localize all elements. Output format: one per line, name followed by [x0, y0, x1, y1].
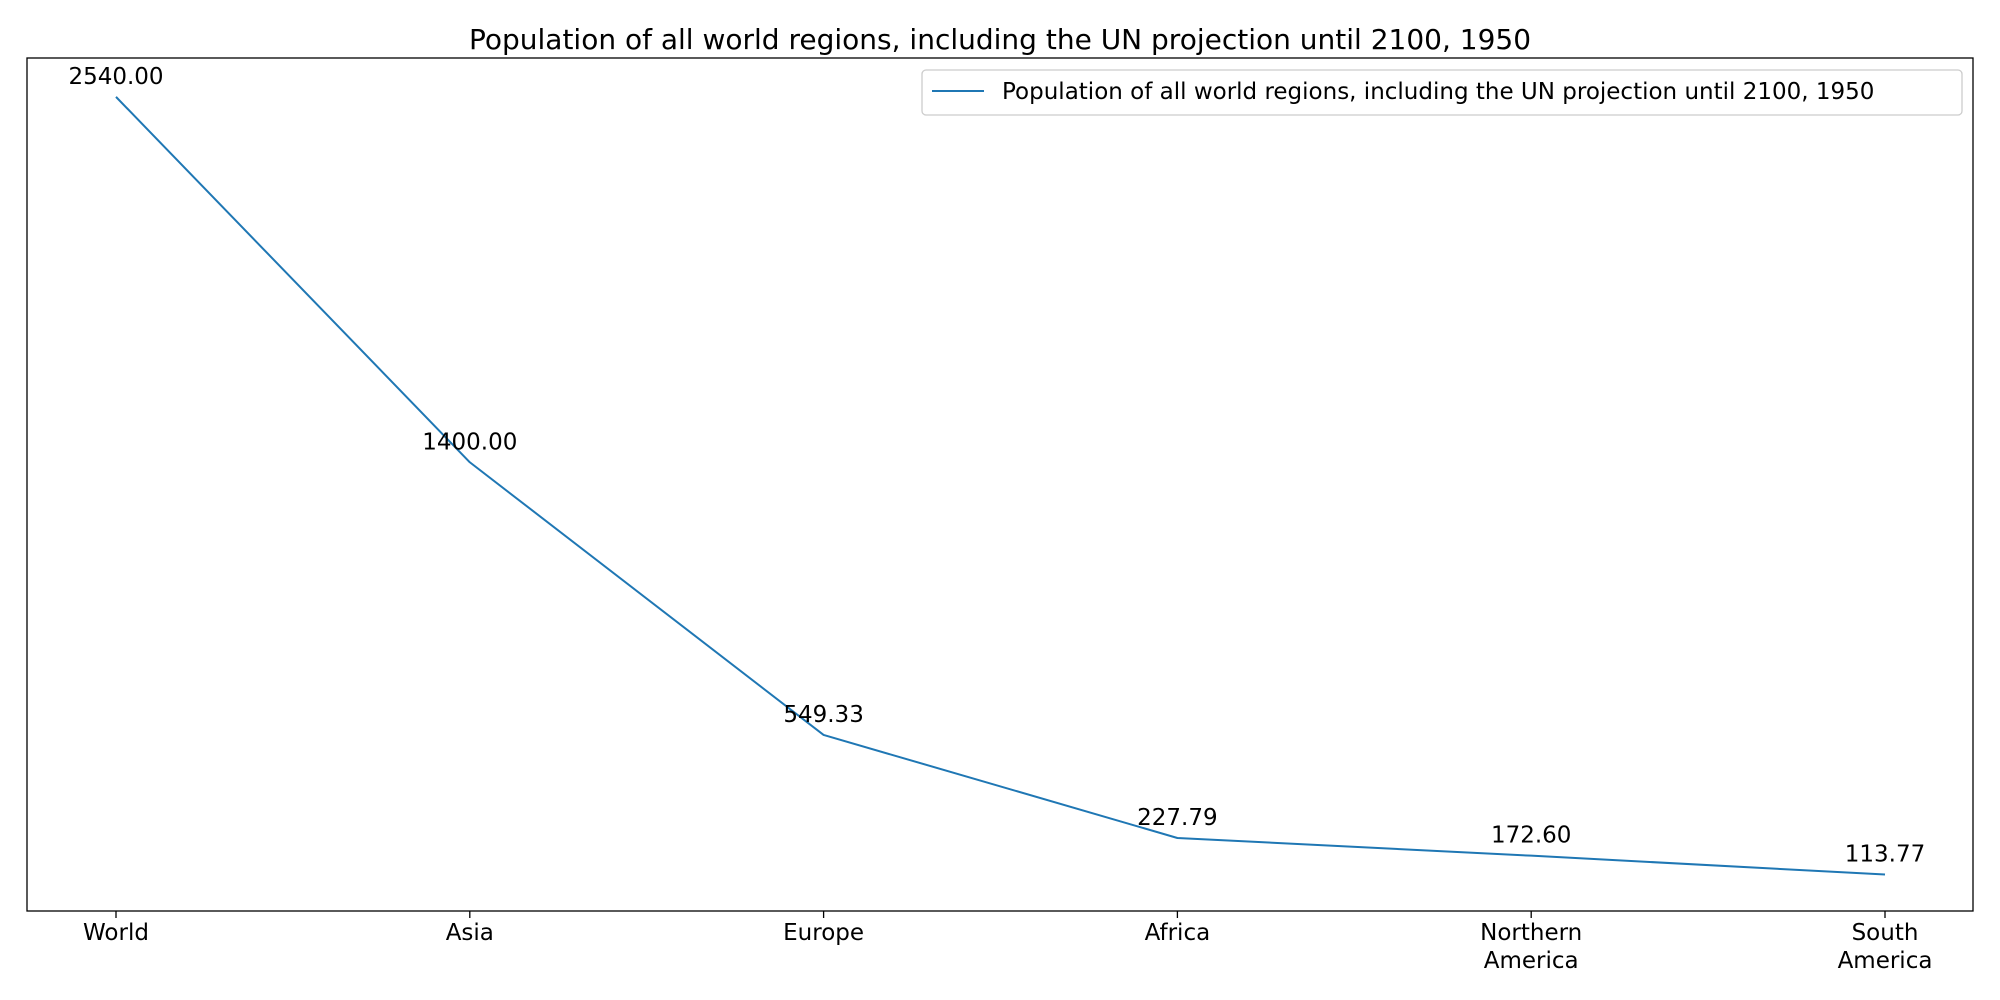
series-layer — [115, 96, 1886, 876]
x-tick-label-line: South — [1852, 920, 1919, 946]
x-tick-label-line: Northern — [1480, 920, 1582, 946]
x-tick-label-line: America — [1838, 948, 1933, 974]
x-tick-label: Africa — [1145, 920, 1211, 946]
data-label: 1400.00 — [422, 429, 517, 455]
x-tick-label-line: Asia — [446, 920, 494, 946]
data-label: 113.77 — [1845, 842, 1925, 868]
data-labels: 2540.00 1400.00 549.33 227.79 172.60 113.77 — [68, 64, 1925, 868]
x-tick-label-line: Africa — [1145, 920, 1211, 946]
x-tick-label: World — [83, 920, 149, 946]
data-label: 2540.00 — [68, 64, 163, 90]
data-label: 549.33 — [783, 702, 863, 728]
x-tick-label-line: World — [83, 920, 149, 946]
x-tick-label-line: America — [1484, 948, 1579, 974]
legend-label: Population of all world regions, includi… — [1002, 79, 1874, 105]
x-tick-label-line: Europe — [783, 920, 864, 946]
legend: Population of all world regions, includi… — [921, 69, 1963, 116]
data-label: 172.60 — [1491, 823, 1571, 849]
x-tick-label: Europe — [783, 920, 864, 946]
x-axis: World Asia Europe Africa Northern AmericaSout… — [83, 911, 1932, 974]
chart-title: Population of all world regions, includi… — [469, 23, 1531, 56]
x-tick-label: South America — [1838, 920, 1933, 974]
x-tick-label: Northern America — [1480, 920, 1582, 974]
plot-area-frame — [26, 57, 1974, 912]
data-label: 227.79 — [1137, 805, 1217, 831]
legend-box — [921, 69, 1963, 116]
x-tick-label: Asia — [446, 920, 494, 946]
series-line — [115, 96, 1886, 876]
